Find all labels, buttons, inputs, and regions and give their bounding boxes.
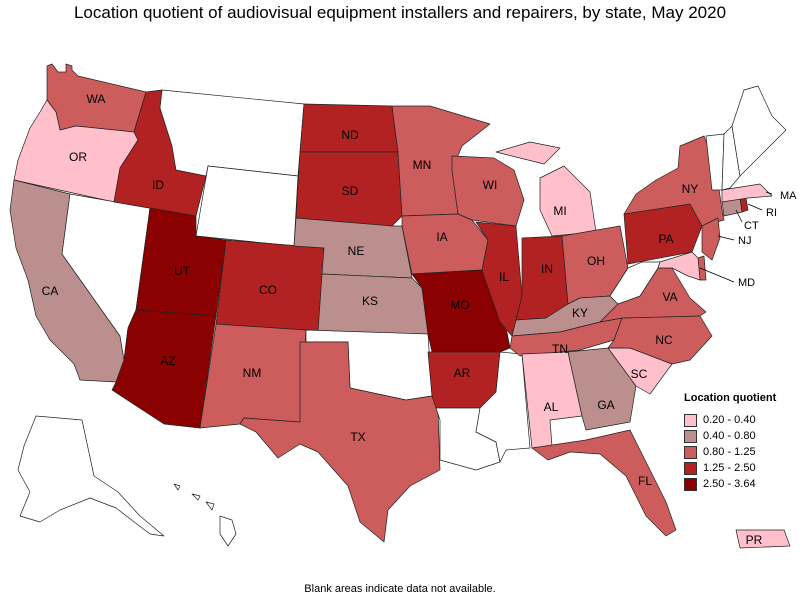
legend-swatch	[684, 461, 697, 475]
legend-item: 0.40 - 0.80	[684, 428, 798, 444]
state-az	[111, 309, 217, 429]
leader-line-md	[699, 267, 735, 283]
state-label-ia: IA	[436, 230, 447, 244]
state-ma	[721, 183, 773, 203]
legend-item: 0.20 - 0.40	[684, 412, 798, 428]
state-label-in: IN	[541, 262, 553, 276]
state-label-pa: PA	[658, 232, 673, 246]
state-nj	[701, 217, 721, 261]
legend-label: 1.25 - 2.50	[703, 462, 756, 474]
state-label-ar: AR	[454, 366, 471, 380]
legend-item: 1.25 - 2.50	[684, 460, 798, 476]
state-label-ks: KS	[362, 294, 378, 308]
state-label-nd: ND	[341, 128, 359, 142]
legend-label: 0.80 - 1.25	[703, 446, 756, 458]
state-label-ne: NE	[348, 244, 365, 258]
state-label-tx: TX	[350, 430, 365, 444]
legend-item: 2.50 - 3.64	[684, 476, 798, 492]
state-ak	[17, 415, 165, 537]
leader-line-ma	[765, 191, 773, 195]
state-label-ut: UT	[174, 264, 191, 278]
legend-swatch	[684, 445, 697, 459]
state-me	[731, 85, 787, 177]
state-sd	[295, 151, 403, 227]
state-label-md: MD	[738, 277, 755, 289]
state-label-fl: FL	[638, 474, 652, 488]
state-fl	[531, 429, 677, 537]
state-ms	[475, 351, 531, 463]
state-label-ma: MA	[780, 190, 797, 202]
state-label-ny: NY	[682, 182, 699, 196]
leader-line-ct	[735, 209, 743, 223]
state-label-ca: CA	[42, 284, 59, 298]
state-md	[657, 251, 701, 281]
state-label-co: CO	[259, 283, 277, 297]
state-tx	[239, 341, 441, 543]
state-label-il: IL	[499, 270, 509, 284]
footnote: Blank areas indicate data not available.	[304, 583, 496, 595]
leader-line-nj	[717, 235, 735, 241]
state-in	[515, 235, 569, 321]
state-label-ri: RI	[766, 207, 777, 219]
legend-swatch	[684, 429, 697, 443]
state-mt	[159, 89, 305, 177]
state-label-va: VA	[662, 290, 677, 304]
state-il	[475, 221, 523, 337]
legend-item: 0.80 - 1.25	[684, 444, 798, 460]
legend-swatch	[684, 477, 697, 491]
state-label-wa: WA	[87, 92, 106, 106]
state-label-al: AL	[544, 400, 559, 414]
state-wy	[195, 165, 299, 247]
state-label-sd: SD	[342, 184, 359, 198]
state-label-nc: NC	[655, 333, 673, 347]
state-label-ct: CT	[744, 220, 759, 232]
legend-label: 2.50 - 3.64	[703, 478, 756, 490]
state-label-wi: WI	[483, 178, 498, 192]
state-label-or: OR	[69, 150, 87, 164]
state-label-mo: MO	[450, 298, 469, 312]
state-label-oh: OH	[587, 254, 605, 268]
legend-title: Location quotient	[684, 392, 777, 404]
state-hi	[173, 483, 237, 547]
state-label-ky: KY	[572, 306, 588, 320]
state-label-nj: NJ	[738, 235, 751, 247]
legend-label: 0.40 - 0.80	[703, 430, 756, 442]
leader-line-ri	[747, 203, 763, 211]
state-label-tn: TN	[552, 342, 568, 356]
state-label-mn: MN	[413, 158, 432, 172]
state-label-sc: SC	[631, 367, 648, 381]
map-title: Location quotient of audiovisual equipme…	[73, 3, 727, 22]
legend-swatch	[684, 413, 697, 427]
state-label-mi: MI	[553, 204, 566, 218]
state-label-pr: PR	[746, 533, 763, 547]
state-label-ga: GA	[597, 398, 614, 412]
state-label-az: AZ	[160, 354, 175, 368]
state-nh	[721, 125, 741, 191]
state-pr	[735, 529, 791, 549]
legend-label: 0.20 - 0.40	[703, 414, 756, 426]
state-label-id: ID	[152, 178, 164, 192]
legend: Location quotient 0.20 - 0.40 0.40 - 0.80…	[684, 392, 798, 492]
state-label-nm: NM	[243, 366, 262, 380]
